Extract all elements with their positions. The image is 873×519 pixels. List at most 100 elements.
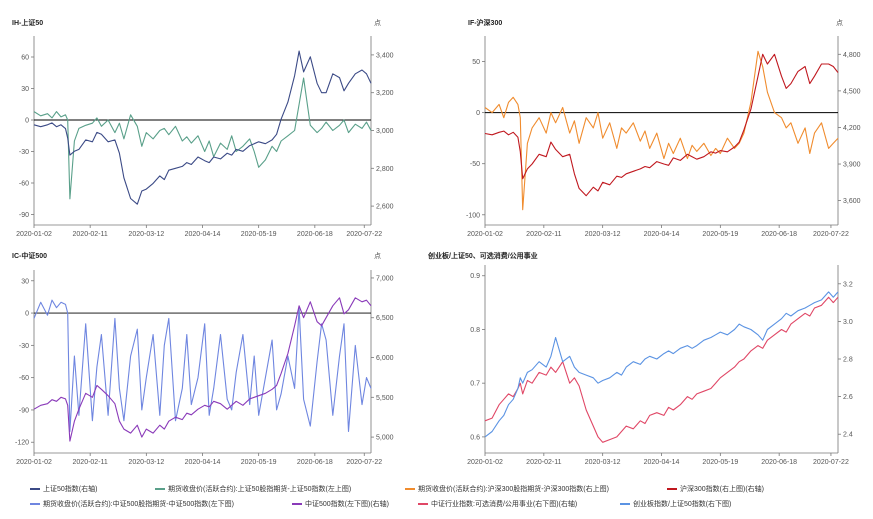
series-line: [484, 50, 839, 211]
legend-label: 期货收盘价(活跃合约):沪深300股指期货-沪深300指数(右上图): [418, 486, 609, 493]
x-tick-label: 2020-05-19: [241, 459, 277, 466]
right-tick-label: 5,000: [376, 435, 394, 442]
left-tick-label: 0.6: [470, 434, 480, 441]
legend-swatch: [405, 488, 415, 490]
legend-item-ic-basis: 期货收盘价(活跃合约):中证500股指期货-中证500指数(左下图): [30, 499, 234, 509]
legend: 上证50指数(右轴) 期货收盘价(活跃合约):上证50股指期货-上证50指数(左…: [0, 478, 873, 519]
right-tick-label: 7,000: [376, 275, 394, 282]
left-tick-label: -30: [19, 149, 29, 156]
x-tick-label: 2020-05-19: [702, 231, 738, 238]
panel-title: IC-中证500: [12, 251, 47, 260]
x-tick-label: 2020-06-18: [761, 459, 797, 466]
x-tick-label: 2020-05-19: [241, 231, 277, 238]
x-tick-label: 2020-02-11: [526, 459, 561, 466]
x-tick-label: 2020-03-12: [128, 459, 164, 466]
left-tick-label: -50: [470, 161, 480, 168]
right-tick-label: 3,000: [376, 128, 394, 135]
legend-label: 创业板指数/上证50指数(右下图): [633, 501, 732, 508]
x-tick-label: 2020-07-22: [346, 231, 382, 238]
left-tick-label: 0.8: [470, 327, 480, 334]
legend-swatch: [667, 488, 677, 490]
legend-label: 期货收盘价(活跃合约):中证500股指期货-中证500指数(左下图): [43, 501, 234, 508]
x-tick-label: 2020-01-02: [16, 459, 52, 466]
right-tick-label: 2,800: [376, 166, 394, 173]
right-axis-unit: 点: [374, 19, 381, 27]
right-tick-label: 2,600: [376, 204, 394, 211]
legend-swatch: [30, 488, 40, 490]
right-tick-label: 3,400: [376, 52, 394, 59]
x-tick-label: 2020-05-19: [702, 459, 738, 466]
legend-item-hs300: 沪深300指数(右上图)(右轴): [667, 484, 764, 494]
right-tick-label: 6,500: [376, 315, 394, 322]
x-tick-label: 2020-06-18: [761, 231, 797, 238]
x-tick-label: 2020-01-02: [16, 231, 52, 238]
x-tick-label: 2020-02-11: [73, 459, 108, 466]
panel-title: IF-沪深300: [468, 18, 502, 27]
x-tick-label: 2020-01-02: [467, 459, 503, 466]
right-tick-label: 2.8: [843, 357, 853, 364]
right-tick-label: 5,500: [376, 395, 394, 402]
legend-label: 中证行业指数:可选消费/公用事业(右下图)(右轴): [431, 501, 578, 508]
x-tick-label: 2020-04-14: [644, 231, 680, 238]
left-tick-label: -90: [19, 407, 29, 414]
right-tick-label: 4,500: [843, 88, 861, 95]
legend-item-ih-basis: 期货收盘价(活跃合约):上证50股指期货-上证50指数(左上图): [155, 484, 351, 494]
legend-swatch: [292, 503, 302, 505]
right-tick-label: 3.0: [843, 319, 853, 326]
x-tick-label: 2020-07-22: [346, 459, 382, 466]
x-tick-label: 2020-01-02: [467, 231, 503, 238]
left-tick-label: -60: [19, 375, 29, 382]
series-line: [484, 53, 839, 197]
right-tick-label: 6,000: [376, 355, 394, 362]
x-tick-label: 2020-02-11: [526, 231, 561, 238]
x-tick-label: 2020-07-22: [813, 231, 849, 238]
right-tick-label: 3.2: [843, 281, 853, 288]
right-tick-label: 4,800: [843, 52, 861, 59]
right-tick-label: 3,200: [376, 90, 394, 97]
x-tick-label: 2020-03-12: [585, 459, 621, 466]
x-tick-label: 2020-04-14: [185, 231, 221, 238]
legend-label: 期货收盘价(活跃合约):上证50股指期货-上证50指数(左上图): [168, 486, 352, 493]
left-tick-label: 50: [472, 59, 480, 66]
series-line: [33, 50, 372, 205]
left-tick-label: 0.7: [470, 381, 480, 388]
x-tick-label: 2020-04-14: [644, 459, 680, 466]
left-tick-label: 60: [21, 55, 29, 62]
right-tick-label: 4,200: [843, 125, 861, 132]
left-tick-label: -100: [466, 212, 480, 219]
legend-swatch: [418, 503, 428, 505]
x-tick-label: 2020-04-14: [185, 459, 221, 466]
right-tick-label: 3,600: [843, 198, 861, 205]
legend-label: 中证500指数(左下图)(右轴): [305, 501, 390, 508]
series-line: [33, 297, 372, 442]
left-tick-label: -90: [19, 212, 29, 219]
x-tick-label: 2020-03-12: [128, 231, 164, 238]
series-line: [33, 77, 372, 200]
right-axis-unit: 点: [374, 252, 381, 260]
right-tick-label: 2.6: [843, 394, 853, 401]
right-tick-label: 3,900: [843, 162, 861, 169]
x-tick-label: 2020-07-22: [813, 459, 849, 466]
legend-item-if-basis: 期货收盘价(活跃合约):沪深300股指期货-沪深300指数(右上图): [405, 484, 609, 494]
left-tick-label: 0: [25, 311, 29, 318]
x-tick-label: 2020-03-12: [585, 231, 621, 238]
x-tick-label: 2020-02-11: [73, 231, 108, 238]
legend-item-gem-sz50: 创业板指数/上证50指数(右下图): [620, 499, 731, 509]
left-tick-label: -30: [19, 343, 29, 350]
x-tick-label: 2020-06-18: [297, 231, 333, 238]
left-tick-label: 30: [21, 86, 29, 93]
left-tick-label: 0.9: [470, 273, 480, 280]
legend-swatch: [620, 503, 630, 505]
left-tick-label: 0: [476, 110, 480, 117]
series-line: [33, 299, 372, 433]
legend-item-sz50: 上证50指数(右轴): [30, 484, 97, 494]
x-tick-label: 2020-06-18: [297, 459, 333, 466]
legend-swatch: [30, 503, 40, 505]
legend-item-zz500: 中证500指数(左下图)(右轴): [292, 499, 389, 509]
legend-label: 沪深300指数(右上图)(右轴): [680, 486, 765, 493]
legend-item-consumer-utility: 中证行业指数:可选消费/公用事业(右下图)(右轴): [418, 499, 577, 509]
right-axis-unit: 点: [836, 19, 843, 27]
panel-title: IH-上证50: [12, 18, 43, 27]
series-line: [484, 296, 839, 443]
